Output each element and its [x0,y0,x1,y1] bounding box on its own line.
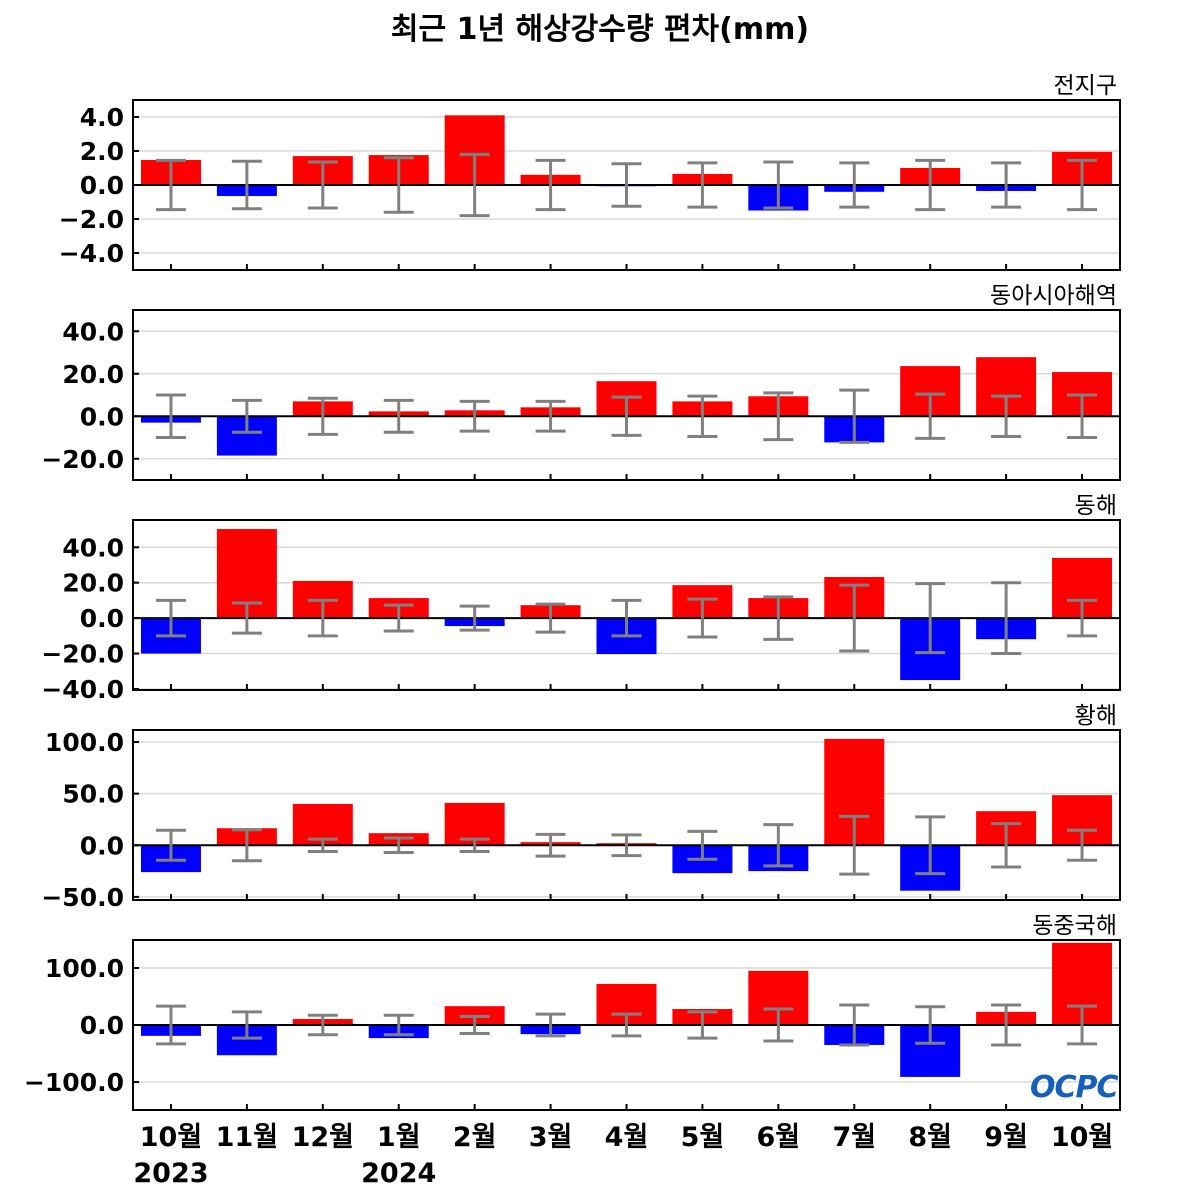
subplot-title: 동아시아해역 [990,283,1117,309]
x-tick-label: 9월 [984,1122,1028,1153]
y-tick-label: 4.0 [80,103,124,132]
ocpc-logo: OCPC [1030,1070,1119,1105]
subplot-2: 40.0 20.0 0.0 −20.0 동아시아해역 [41,283,1121,481]
subplot-5: 100.0 0.0 −100.0 동중국해 [24,913,1121,1111]
y-tick-label: 40.0 [62,533,124,562]
x-tick-label: 4월 [605,1122,649,1153]
y-tick-label: 0.0 [80,402,124,431]
y-tick-label: −40.0 [41,675,124,704]
plot-frame [132,519,1121,691]
y-tick-label: −4.0 [59,239,124,268]
subplot-title: 전지구 [1054,73,1117,99]
x-tick-label: 10월 [140,1122,202,1153]
y-tick-label: 0.0 [80,1011,124,1040]
y-tick-label: 40.0 [62,317,124,346]
subplot-3: 40.0 20.0 0.0 −20.0 −40.0 동해 [41,493,1121,704]
y-tick-label: −2.0 [59,205,124,234]
y-tick-label: 2.0 [80,137,124,166]
x-tick-label: 1월 [377,1122,421,1153]
y-tick-label: −20.0 [41,640,124,669]
x-tick-label: 11월 [216,1122,278,1153]
x-tick-label: 7월 [832,1122,876,1153]
subplot-title: 황해 [1075,703,1117,729]
y-tick-label: 20.0 [62,360,124,389]
x-tick-label: 10월 [1051,1122,1113,1153]
x-tick-label: 3월 [529,1122,573,1153]
x-year-label: 2023 [133,1158,208,1189]
subplot-title: 동중국해 [1032,913,1117,939]
y-tick-label: 20.0 [62,569,124,598]
x-year-label: 2024 [361,1158,436,1189]
plot-frame [132,99,1121,271]
y-tick-label: −50.0 [41,883,124,912]
y-tick-label: 0.0 [80,171,124,200]
plot-frame [132,729,1121,901]
chart-title: 최근 1년 해상강수량 편차(mm) [390,12,810,47]
x-tick-label: 12월 [292,1122,354,1153]
y-tick-label: 50.0 [62,780,124,809]
y-tick-label: −20.0 [41,445,124,474]
subplot-title: 동해 [1075,493,1117,519]
x-tick-label: 6월 [757,1122,801,1153]
y-tick-label: 100.0 [45,728,124,757]
y-tick-label: 100.0 [45,954,124,983]
y-tick-label: 0.0 [80,604,124,633]
plot-frame [132,939,1121,1111]
plot-frame [132,309,1121,481]
x-tick-label: 5월 [681,1122,725,1153]
subplot-4: 100.0 50.0 0.0 −50.0 황해 [41,703,1121,912]
y-tick-label: 0.0 [80,831,124,860]
subplot-1: 4.0 2.0 0.0 −2.0 −4.0 전지구 [59,73,1121,271]
x-tick-label: 8월 [908,1122,952,1153]
y-tick-label: −100.0 [24,1068,124,1097]
x-tick-label: 2월 [453,1122,497,1153]
